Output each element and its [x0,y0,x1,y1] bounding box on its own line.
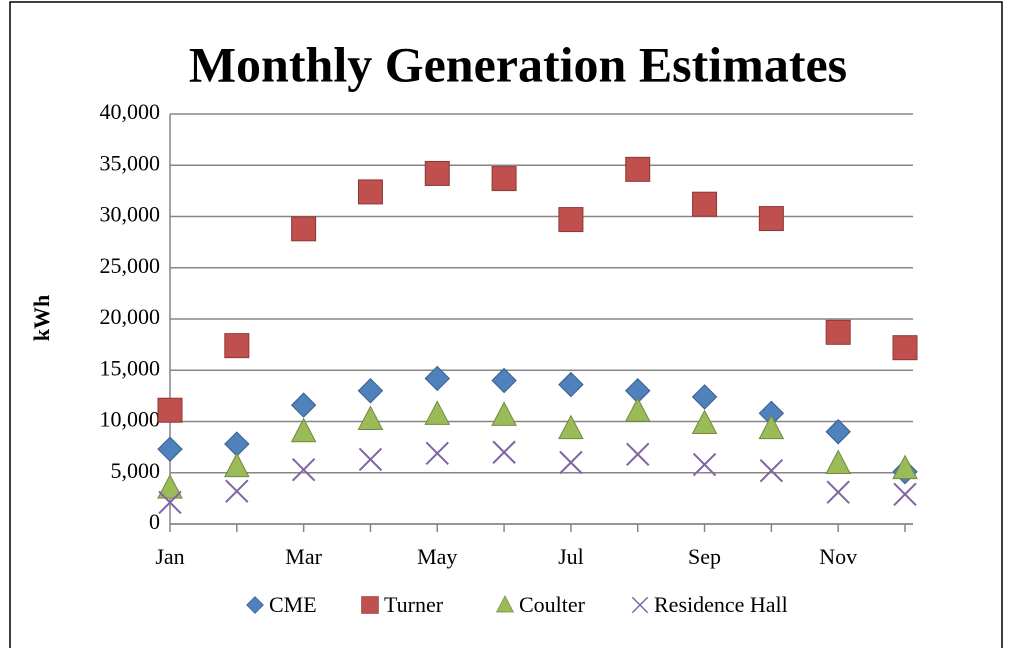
point [625,156,651,182]
point [559,450,583,475]
point [492,440,516,464]
y-tick-label: 5,000 [111,458,161,483]
point [759,458,784,483]
point [825,419,851,445]
point [491,401,517,426]
y-tick-label: 15,000 [100,355,161,380]
point [424,160,450,186]
point [223,452,250,478]
point [558,414,584,440]
point [290,417,317,443]
point [424,365,450,392]
point [558,371,584,398]
point [825,449,852,475]
point [758,206,784,232]
legend-label: Turner [384,592,444,617]
point [424,400,451,425]
y-tick-label: 20,000 [100,304,161,329]
point [626,442,650,467]
legend-marker [496,595,514,613]
y-axis-label: kWh [29,295,54,341]
legend-label: Coulter [519,592,586,617]
point [224,431,250,457]
legend-marker [361,596,379,614]
point [892,335,918,361]
point [358,447,383,472]
point [357,378,384,404]
point [624,397,651,422]
point [825,319,851,345]
chart-border [9,1,1003,648]
point [692,452,717,477]
x-tick-label: May [417,544,457,569]
point [290,392,317,418]
point [357,405,384,430]
point [425,441,449,465]
legend-marker [631,596,649,614]
point [691,384,718,410]
legend-label: Residence Hall [654,592,788,617]
point [558,207,584,233]
point [491,367,517,394]
point [491,166,517,192]
point [893,482,917,506]
point [758,414,785,440]
y-tick-label: 35,000 [100,150,161,175]
point [157,397,183,423]
point [357,179,383,205]
x-tick-label: Jan [155,544,184,569]
point [157,436,183,462]
chart-title: Monthly Generation Estimates [189,36,847,92]
x-tick-label: Mar [285,544,322,569]
point [291,216,317,242]
point [692,191,718,217]
y-tick-label: 40,000 [100,99,161,124]
point [224,333,250,359]
y-tick-label: 25,000 [100,253,161,278]
point [826,480,850,504]
y-tick-label: 0 [149,509,160,534]
y-tick-label: 30,000 [100,202,161,227]
point [157,474,183,499]
x-tick-label: Nov [819,544,857,569]
point [291,457,316,482]
x-tick-label: Jul [558,544,584,569]
legend-marker [246,596,264,614]
point [158,490,182,515]
x-tick-label: Sep [688,544,721,569]
point [691,409,718,435]
point [892,454,918,480]
y-tick-label: 10,000 [100,407,161,432]
legend-label: CME [269,592,317,617]
point [225,479,249,503]
